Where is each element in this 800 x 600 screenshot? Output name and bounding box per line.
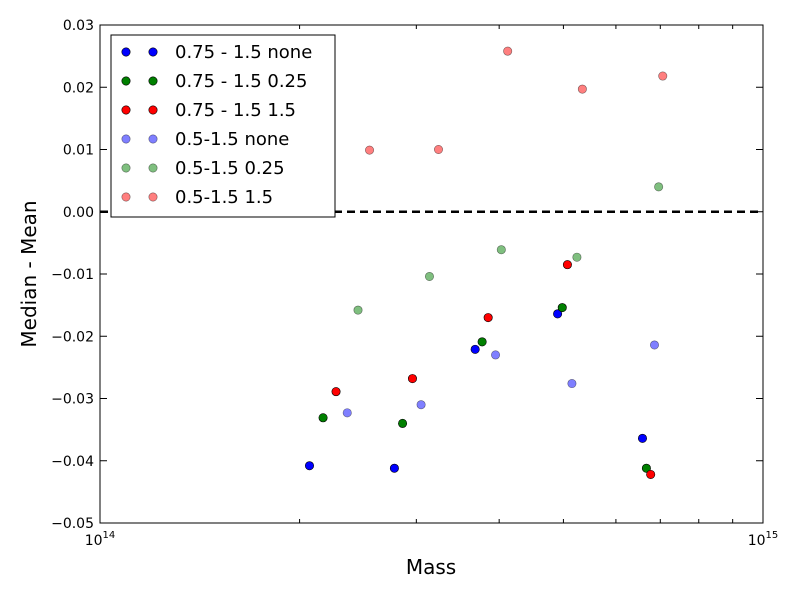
- legend: 0.75 - 1.5 none 0.75 - 1.5 0.25 0.75 - 1.5…: [110, 34, 336, 218]
- legend-item: 0.75 - 1.5 0.25: [121, 71, 307, 92]
- legend-marker: [121, 47, 131, 57]
- legend-marker: [121, 192, 131, 202]
- legend-item: 0.75 - 1.5 none: [121, 42, 312, 63]
- legend-marker: [121, 163, 131, 173]
- y-tick-label: 0.00: [63, 205, 94, 221]
- data-point: [433, 145, 443, 155]
- data-point: [304, 461, 314, 471]
- y-tick-label: −0.01: [51, 267, 94, 283]
- y-tick-label: 0.01: [63, 143, 94, 159]
- legend-marker: [121, 105, 131, 115]
- y-tick-label: 0.03: [63, 18, 94, 34]
- legend-label: 0.75 - 1.5 none: [175, 42, 312, 63]
- x-tick-label: 1015: [748, 530, 779, 549]
- data-point: [318, 413, 328, 423]
- data-point: [416, 400, 426, 410]
- data-point: [562, 260, 572, 270]
- data-point: [496, 245, 506, 255]
- data-point: [649, 340, 659, 350]
- y-tick-label: −0.05: [51, 516, 94, 532]
- legend-label: 0.5-1.5 none: [175, 129, 289, 150]
- series-3: [331, 260, 656, 479]
- legend-label: 0.75 - 1.5 0.25: [175, 71, 307, 92]
- y-tick-label: 0.02: [63, 80, 94, 96]
- data-point: [503, 46, 513, 56]
- data-point: [646, 469, 656, 479]
- legend-marker: [121, 134, 131, 144]
- data-point: [331, 387, 341, 397]
- data-point: [637, 433, 647, 443]
- data-point: [567, 379, 577, 389]
- data-point: [389, 463, 399, 473]
- series-6: [365, 46, 668, 155]
- legend-label: 0.5-1.5 0.25: [175, 158, 285, 179]
- data-point: [557, 303, 567, 313]
- series-2: [318, 303, 651, 473]
- legend-marker: [148, 105, 158, 115]
- legend-marker: [148, 47, 158, 57]
- legend-item: 0.5-1.5 0.25: [121, 158, 285, 179]
- y-tick-label: −0.04: [51, 454, 94, 470]
- data-point: [641, 463, 651, 473]
- legend-marker: [121, 76, 131, 86]
- legend-label: 0.75 - 1.5 1.5: [175, 100, 296, 121]
- y-tick-label: −0.03: [51, 392, 94, 408]
- data-point: [407, 374, 417, 384]
- series-5: [353, 182, 664, 315]
- legend-marker: [148, 192, 158, 202]
- legend-item: 0.5-1.5 none: [121, 129, 289, 150]
- data-point: [483, 313, 493, 323]
- x-axis-label: Mass: [406, 555, 456, 579]
- series-4: [342, 340, 659, 418]
- data-point: [353, 305, 363, 315]
- data-point: [553, 309, 563, 319]
- data-point: [491, 350, 501, 360]
- legend-marker: [148, 134, 158, 144]
- y-axis-label: Median - Mean: [17, 200, 41, 347]
- legend-item: 0.5-1.5 1.5: [121, 187, 273, 208]
- data-point: [365, 145, 375, 155]
- legend-label: 0.5-1.5 1.5: [175, 187, 273, 208]
- data-point: [470, 344, 480, 354]
- data-point: [572, 252, 582, 262]
- legend-marker: [148, 76, 158, 86]
- data-point: [398, 418, 408, 428]
- axes: −0.05 −0.04 −0.03 −0.02 −0.01 0.00 0.01 0.02 0.0…: [51, 18, 778, 549]
- data-point: [577, 84, 587, 94]
- data-point: [654, 182, 664, 192]
- data-point: [658, 71, 668, 81]
- legend-box: [110, 34, 336, 218]
- series-1: [304, 309, 647, 473]
- legend-item: 0.75 - 1.5 1.5: [121, 100, 296, 121]
- legend-marker: [148, 163, 158, 173]
- data-point: [477, 337, 487, 347]
- data-point: [342, 408, 352, 418]
- data-point: [424, 271, 434, 281]
- y-tick-label: −0.02: [51, 329, 94, 345]
- x-tick-label: 1014: [85, 530, 116, 549]
